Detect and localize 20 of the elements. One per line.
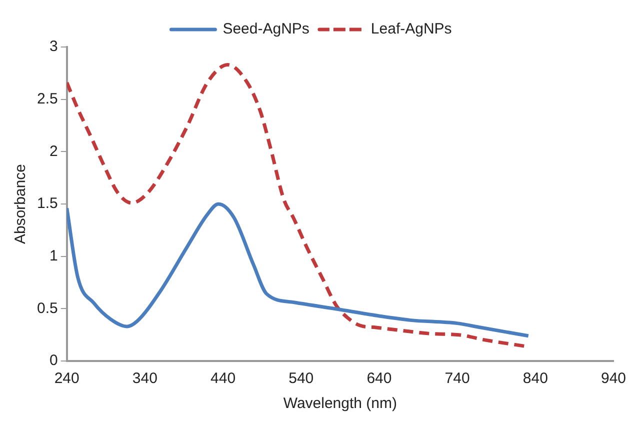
x-tick-label: 640 bbox=[366, 370, 392, 388]
y-tick-label: 2 bbox=[50, 142, 58, 160]
line-series bbox=[66, 202, 530, 338]
x-tick-label: 240 bbox=[54, 370, 80, 388]
y-tick-label: 0.5 bbox=[36, 300, 58, 317]
x-tick-label: 440 bbox=[210, 370, 236, 388]
y-tick-label: 1 bbox=[50, 247, 58, 264]
legend-label: Seed-AgNPs bbox=[222, 20, 310, 38]
x-axis-title: Wavelength (nm) bbox=[283, 395, 397, 412]
x-tick-label: 840 bbox=[522, 370, 548, 388]
y-tick-label: 1.5 bbox=[36, 195, 58, 212]
x-tick-label: 340 bbox=[132, 370, 158, 388]
y-axis-title: Absorbance bbox=[12, 164, 30, 244]
y-tick-label: 2.5 bbox=[36, 90, 58, 108]
y-tick-label: 0 bbox=[50, 352, 58, 370]
y-tick-label: 3 bbox=[50, 38, 58, 56]
legend-label: Leaf-AgNPs bbox=[370, 20, 452, 38]
x-tick-label: 540 bbox=[288, 370, 314, 388]
x-tick-label: 740 bbox=[444, 370, 470, 388]
x-tick-label: 940 bbox=[600, 370, 626, 388]
